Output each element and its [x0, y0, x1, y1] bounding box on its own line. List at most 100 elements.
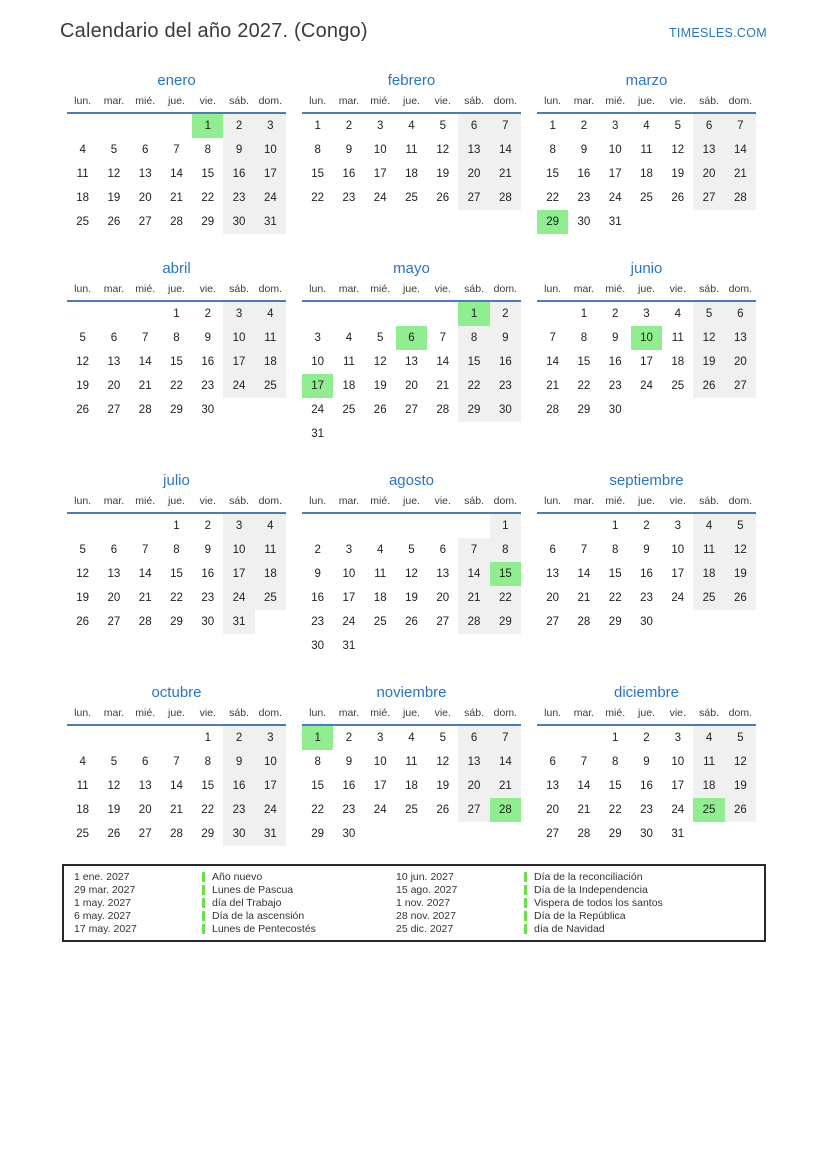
empty-cell — [693, 610, 724, 634]
day-cell: 18 — [640, 168, 653, 180]
day-cell: 24 — [342, 616, 356, 628]
day-cell: 17 — [254, 162, 286, 186]
day-cell: 25 — [405, 192, 418, 204]
day-cell: 10 — [223, 326, 255, 350]
day-cell: 10 — [373, 756, 387, 768]
legend-row: 15 ago. 2027 Día de la Independencia — [396, 883, 764, 896]
day-cell: 26 — [436, 192, 450, 204]
day-cell: 6 — [458, 725, 490, 750]
weekday-header: sáb. — [693, 707, 725, 726]
day-cell: 17 — [342, 592, 356, 604]
weekday-header: mar. — [98, 95, 130, 114]
day-cell: 28 — [170, 828, 183, 840]
weekday-header: sáb. — [693, 495, 725, 514]
day-cell: 3 — [223, 301, 255, 326]
day-cell: 20 — [107, 380, 121, 392]
empty-cell — [365, 634, 396, 658]
day-cell: 12 — [671, 144, 685, 156]
day-cell: 12 — [436, 144, 450, 156]
weekday-header: jue. — [160, 495, 193, 514]
day-cell: 7 — [580, 544, 588, 556]
empty-cell — [302, 301, 333, 326]
day-cell: 5 — [110, 756, 118, 768]
day-cell: 16 — [342, 780, 356, 792]
empty-cell — [458, 822, 489, 846]
weekday-header: mar. — [568, 495, 600, 514]
empty-cell — [568, 513, 599, 538]
month-table: lun. mar. mié. jue. vie. sáb. dom. 1 2 3 4 5 6 7 8 9 10 1… — [537, 495, 756, 634]
legend-row: 17 may. 2027 Lunes de Pentecostés — [74, 922, 396, 935]
weekday-header: dom. — [489, 95, 521, 114]
month-junio: junio lun. mar. mié. jue. vie. sáb. dom. 1 2 3 4 5 6 7… — [537, 260, 756, 422]
day-cell: 27 — [458, 186, 490, 210]
day-cell: 28 — [138, 404, 152, 416]
weekday-header: mié. — [599, 95, 631, 114]
empty-cell — [458, 634, 489, 658]
empty-cell — [458, 513, 489, 538]
empty-cell — [98, 301, 129, 326]
month-mayo: mayo lun. mar. mié. jue. vie. sáb. dom. 1 2 3 4 5 6 7 8… — [302, 260, 521, 446]
weekday-header: dom. — [254, 95, 286, 114]
day-cell: 19 — [724, 562, 756, 586]
weekday-header: lun. — [537, 283, 569, 302]
day-cell: 18 — [76, 192, 90, 204]
weekday-header: mar. — [333, 283, 365, 302]
day-cell: 8 — [314, 756, 321, 768]
day-cell: 7 — [439, 332, 446, 344]
day-cell: 18 — [693, 562, 725, 586]
day-cell: 25 — [693, 586, 725, 610]
page-title: Calendario del año 2027. (Congo) — [60, 20, 368, 42]
empty-cell — [365, 513, 396, 538]
day-cell: 11 — [76, 168, 89, 180]
weekday-header: dom. — [254, 495, 286, 514]
empty-cell — [130, 301, 161, 326]
legend-holiday-name: Lunes de Pascua — [212, 883, 294, 896]
day-cell: 25 — [671, 380, 685, 392]
day-cell: 12 — [724, 538, 756, 562]
legend-holiday-name: Vispera de todos los santos — [534, 896, 663, 909]
day-cell: 17 — [302, 374, 334, 398]
month-octubre: octubre lun. mar. mié. jue. vie. sáb. dom. 1 2 3 4 5… — [67, 684, 286, 846]
day-cell: 25 — [254, 374, 286, 398]
weekday-header: mié. — [599, 283, 631, 302]
empty-cell — [130, 513, 161, 538]
month-table: lun. mar. mié. jue. vie. sáb. dom. 1 2 3 4 5 6 7 8 9 10 1… — [302, 495, 521, 658]
day-cell: 21 — [170, 804, 183, 816]
day-cell: 29 — [489, 610, 521, 634]
day-cell: 15 — [201, 168, 215, 180]
day-cell: 9 — [345, 144, 353, 156]
day-cell: 19 — [107, 192, 121, 204]
legend-row: 1 nov. 2027 Vispera de todos los santos — [396, 896, 764, 909]
day-cell: 28 — [577, 828, 591, 840]
holiday-marker — [524, 897, 527, 908]
day-cell: 2 — [643, 732, 650, 744]
day-cell: 8 — [458, 326, 490, 350]
day-cell: 10 — [608, 144, 622, 156]
day-cell: 6 — [458, 113, 490, 138]
empty-cell — [396, 513, 427, 538]
day-cell: 21 — [458, 586, 490, 610]
weekday-header: sáb. — [223, 707, 255, 726]
site-link[interactable]: TIMESLES.COM — [668, 26, 767, 40]
weekday-header: dom. — [489, 283, 521, 302]
day-cell: 20 — [458, 162, 490, 186]
day-cell: 28 — [489, 186, 521, 210]
day-cell: 25 — [342, 404, 356, 416]
day-cell: 18 — [76, 804, 90, 816]
legend-row: 25 dic. 2027 día de Navidad — [396, 922, 764, 935]
day-cell: 25 — [76, 216, 90, 228]
empty-cell — [365, 822, 396, 846]
day-cell: 4 — [345, 332, 353, 344]
day-cell: 5 — [674, 120, 681, 132]
day-cell: 23 — [311, 616, 325, 628]
day-cell: 14 — [138, 356, 152, 368]
day-cell: 16 — [223, 162, 255, 186]
day-cell: 9 — [204, 544, 211, 556]
day-cell: 2 — [612, 308, 619, 320]
weekday-header: mié. — [364, 95, 396, 114]
day-cell: 8 — [314, 144, 321, 156]
day-cell: 24 — [254, 186, 286, 210]
day-cell: 17 — [223, 350, 255, 374]
weekday-header: jue. — [630, 95, 663, 114]
day-cell: 15 — [608, 780, 622, 792]
